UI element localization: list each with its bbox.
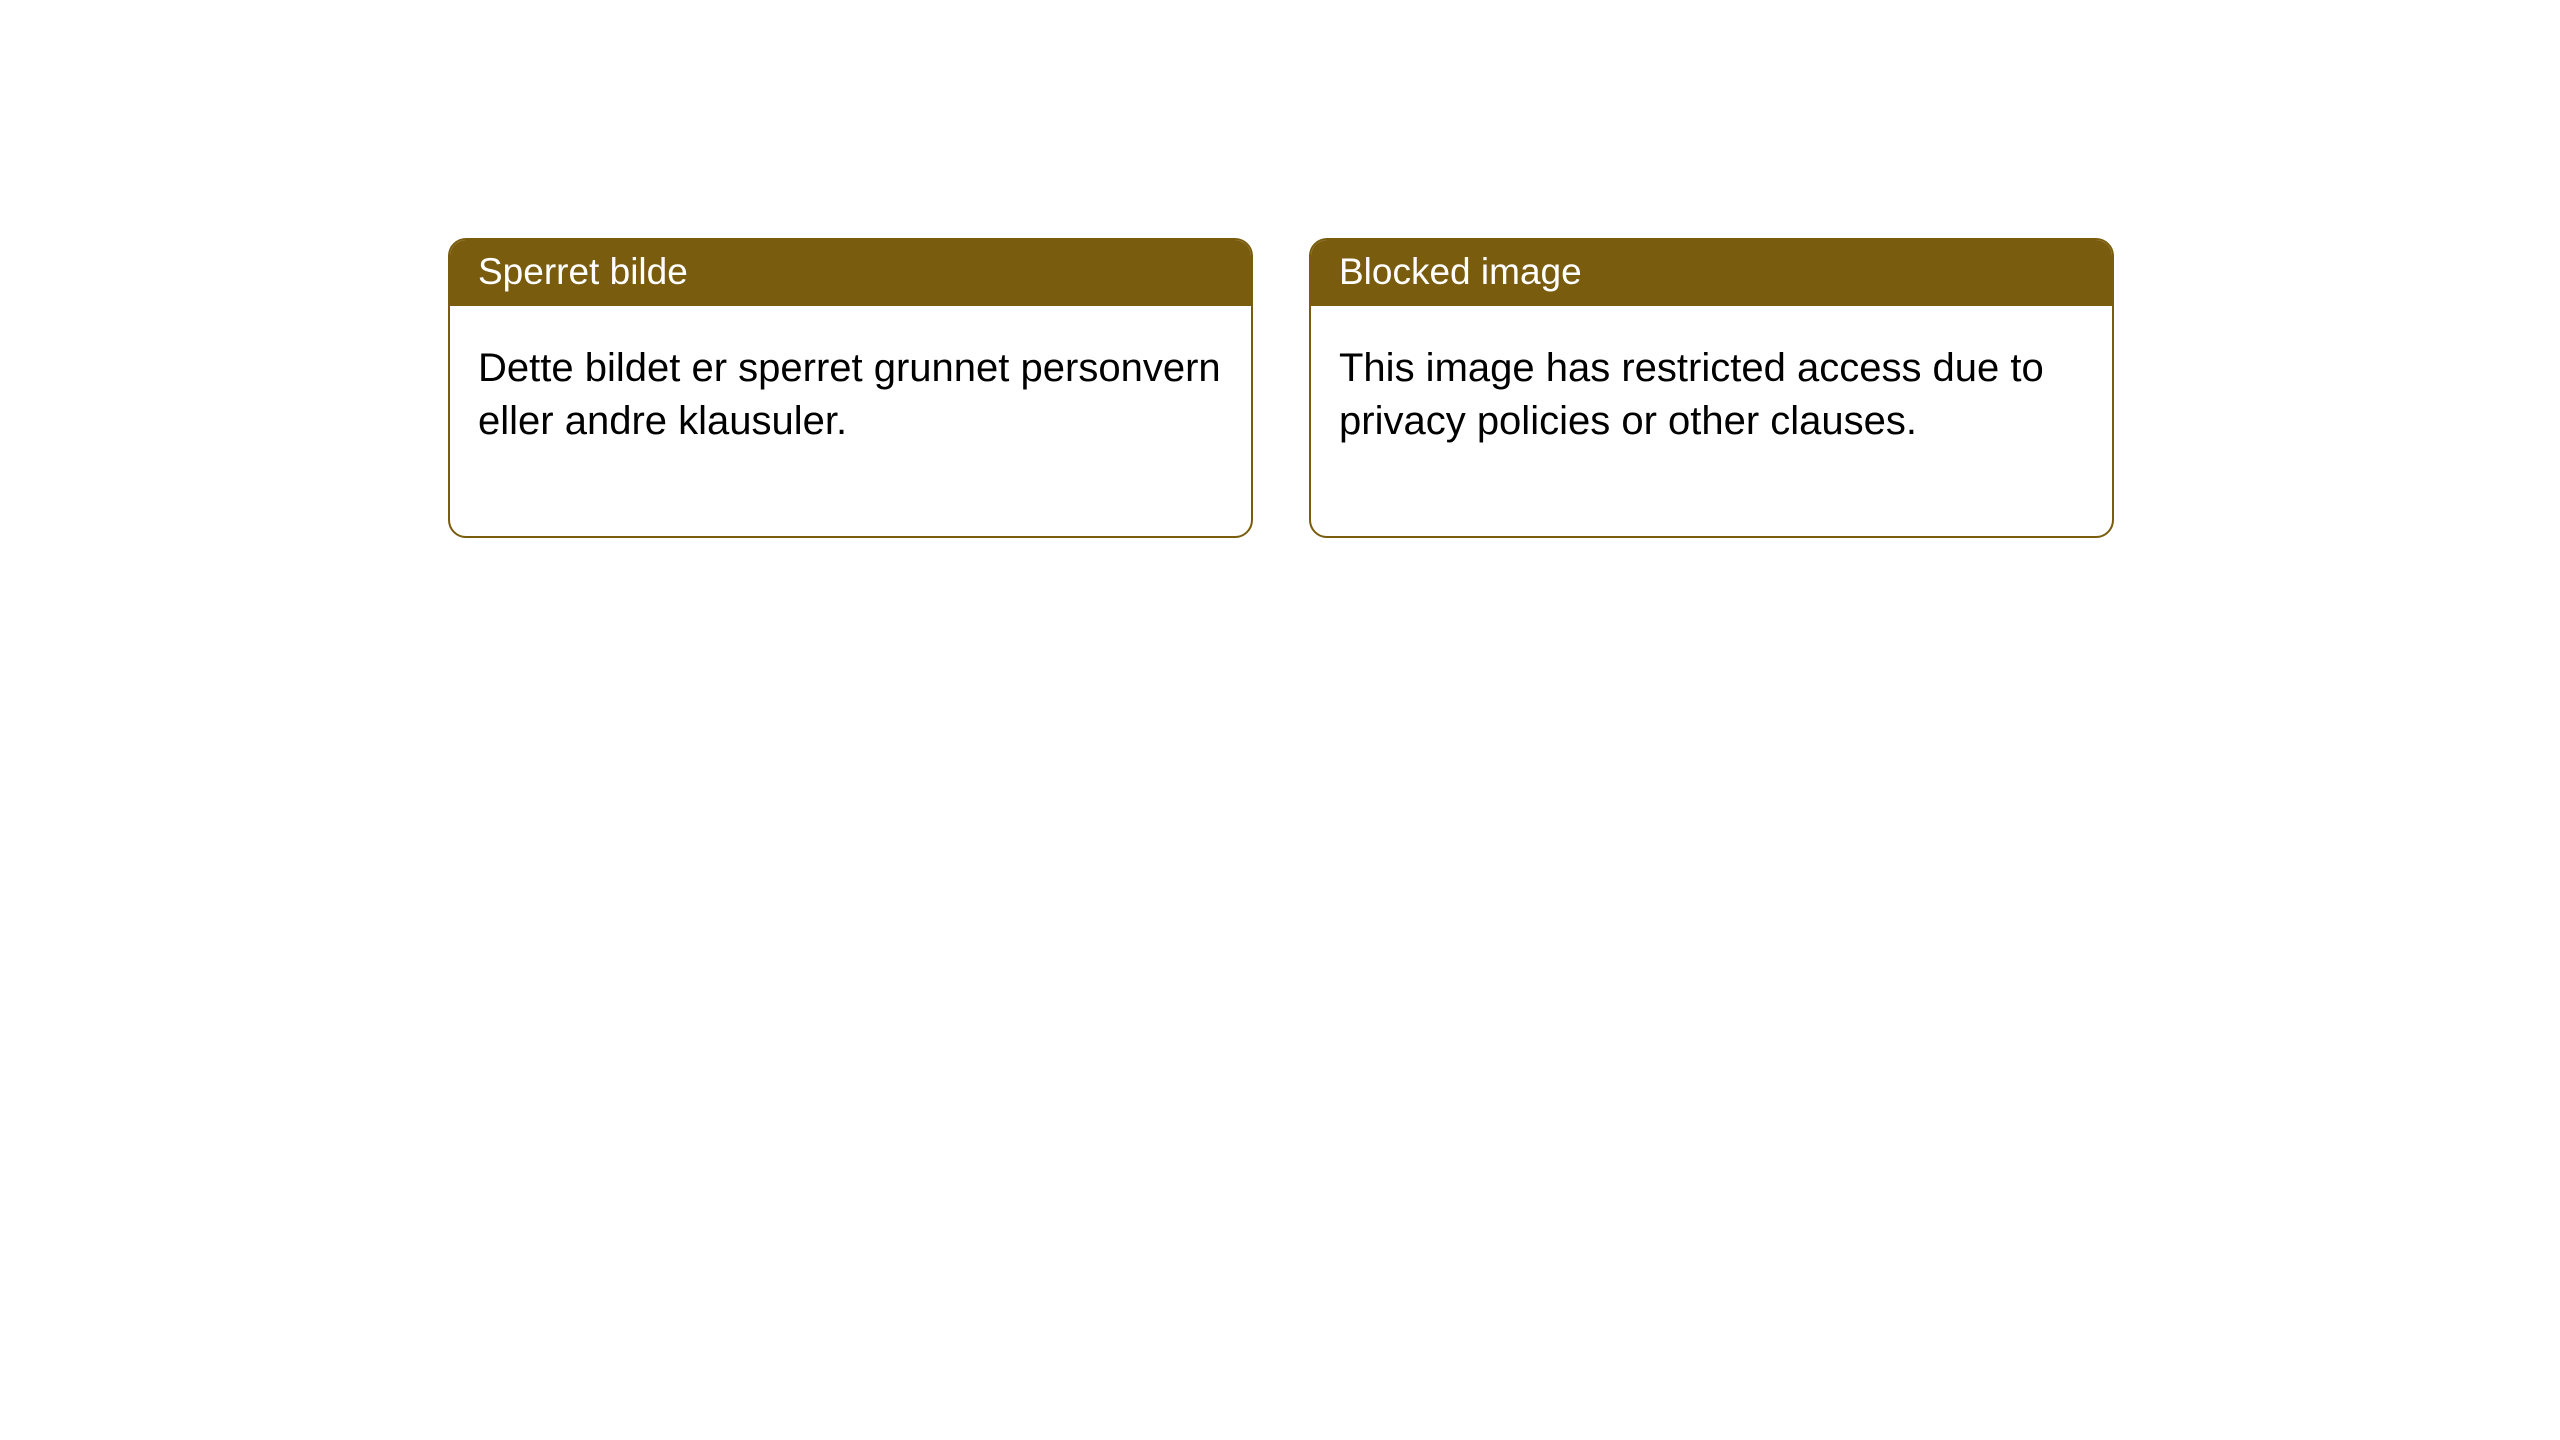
blocked-image-notice-nb: Sperret bilde Dette bildet er sperret gr…	[448, 238, 1253, 538]
notice-title-en: Blocked image	[1311, 240, 2112, 306]
notice-title-nb: Sperret bilde	[450, 240, 1251, 306]
blocked-image-notice-en: Blocked image This image has restricted …	[1309, 238, 2114, 538]
notice-body-en: This image has restricted access due to …	[1311, 306, 2112, 536]
notice-body-nb: Dette bildet er sperret grunnet personve…	[450, 306, 1251, 536]
notice-cards-container: Sperret bilde Dette bildet er sperret gr…	[0, 0, 2560, 538]
